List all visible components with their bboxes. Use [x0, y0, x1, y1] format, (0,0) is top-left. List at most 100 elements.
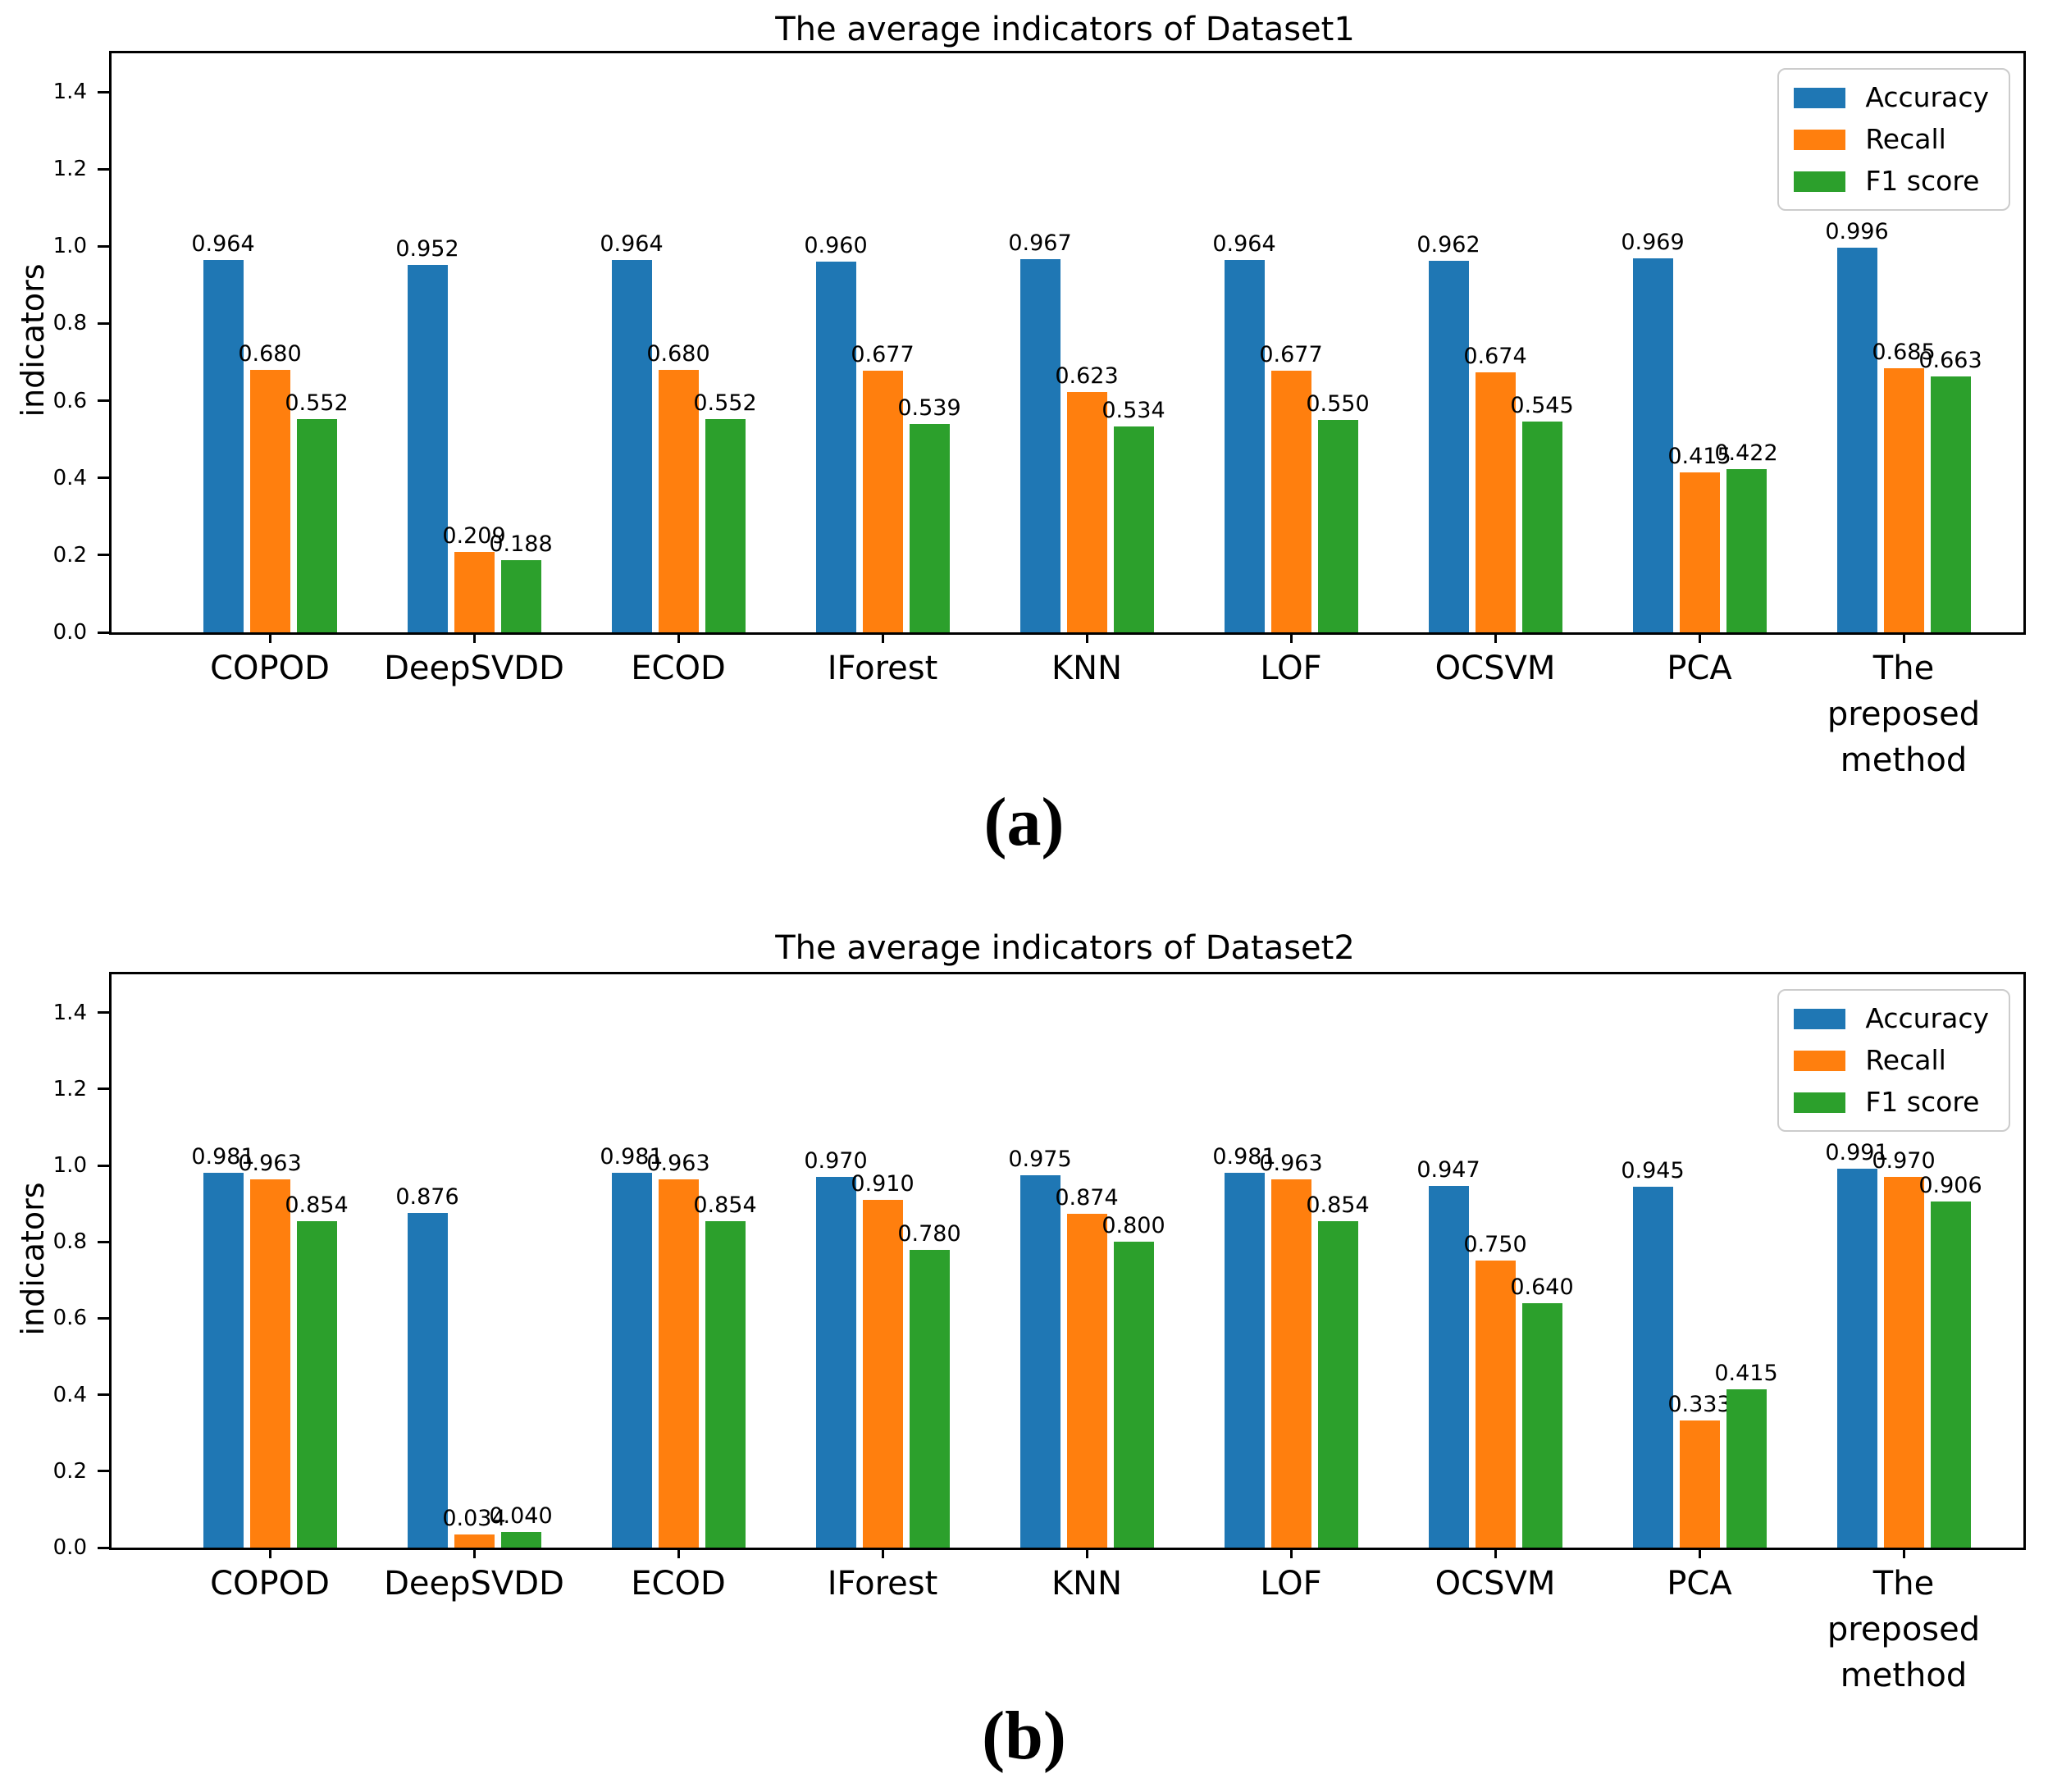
y-tick [98, 167, 109, 171]
bar-recall [1270, 1179, 1311, 1548]
bar-value-label: 0.552 [285, 390, 349, 416]
bar-value-label: 0.981 [191, 1144, 255, 1170]
bar-recall [249, 1179, 290, 1548]
bar-recall [454, 552, 495, 632]
bar-value-label: 0.552 [693, 390, 757, 416]
bar-accuracy [815, 262, 856, 632]
legend-swatch-f1-score [1794, 1092, 1846, 1113]
x-tick-label: IForest [827, 1565, 938, 1603]
chart-title: The average indicators of Dataset2 [775, 929, 1355, 967]
bar-value-label: 0.854 [1306, 1192, 1370, 1218]
x-tick-label: The preposed method [1827, 1565, 1981, 1694]
bar-value-label: 0.945 [1621, 1158, 1685, 1183]
bar-recall [1883, 1177, 1924, 1548]
bar-value-label: 0.964 [1212, 231, 1276, 257]
legend-item: Accuracy [1794, 83, 1989, 112]
y-tick [98, 244, 109, 248]
bar-value-label: 0.550 [1306, 391, 1370, 417]
bar-value-label: 0.952 [395, 236, 459, 262]
y-tick-label: 0.8 [52, 1229, 87, 1255]
legend-swatch-f1-score [1794, 171, 1846, 192]
y-tick [98, 399, 109, 403]
bar-value-label: 0.947 [1416, 1157, 1480, 1183]
bar-f1-score [296, 1221, 337, 1548]
y-tick-label: 0.8 [52, 311, 87, 336]
bar-accuracy [611, 260, 652, 632]
bar-recall [1066, 1214, 1107, 1548]
y-tick [98, 90, 109, 93]
bar-value-label: 0.969 [1621, 230, 1685, 255]
bar-value-label: 0.674 [1463, 344, 1527, 369]
x-tick [1289, 632, 1293, 643]
bar-value-label: 0.854 [285, 1192, 349, 1218]
x-tick-label: ECOD [631, 650, 726, 687]
x-tick-label: PCA [1667, 1565, 1732, 1603]
y-tick-label: 0.2 [52, 1458, 87, 1484]
bar-value-label: 0.685 [1872, 340, 1936, 365]
y-tick-label: 0.6 [52, 1306, 87, 1331]
bar-f1-score [1930, 1202, 1971, 1548]
bar-value-label: 0.422 [1714, 440, 1778, 466]
x-tick-label: KNN [1051, 650, 1123, 687]
y-tick-label: 0.0 [52, 1535, 87, 1560]
bar-value-label: 0.874 [1055, 1185, 1119, 1211]
x-tick-label: The preposed method [1827, 650, 1981, 779]
plot-area: 0.0 0.2 0.4 0.6 0.8 1.0 1.2 1.4 COPOD 0.964 0.680 0… [53, 51, 2026, 779]
legend-swatch-accuracy [1794, 1008, 1846, 1029]
legend-item: F1 score [1794, 166, 1989, 196]
bar-recall [1270, 371, 1311, 632]
bar-value-label: 0.780 [897, 1221, 961, 1247]
bar-value-label: 0.750 [1463, 1232, 1527, 1257]
y-tick [98, 1393, 109, 1397]
x-tick [881, 632, 884, 643]
bar-value-label: 0.415 [1667, 444, 1731, 469]
bar-f1-score [1317, 1221, 1358, 1548]
x-tick [1698, 1548, 1701, 1558]
bar-accuracy [1019, 259, 1060, 632]
legend-label: Accuracy [1865, 1002, 1989, 1034]
bar-f1-score [705, 419, 746, 632]
legend-label: Recall [1865, 123, 1946, 155]
bar-value-label: 0.970 [1872, 1148, 1936, 1174]
bar-value-label: 0.333 [1667, 1392, 1731, 1417]
bar-value-label: 0.680 [646, 341, 710, 367]
bar-f1-score [1317, 420, 1358, 632]
bar-recall [1679, 1420, 1720, 1548]
x-tick-label: PCA [1667, 650, 1732, 687]
bar-value-label: 0.677 [851, 342, 915, 367]
bar-recall [862, 371, 903, 632]
bar-value-label: 0.996 [1825, 219, 1889, 244]
x-tick-label: OCSVM [1435, 1565, 1556, 1603]
bar-f1-score [1521, 1303, 1562, 1548]
bar-accuracy [1224, 260, 1265, 632]
legend-label: F1 score [1865, 1086, 1980, 1118]
x-tick-label: IForest [827, 650, 938, 687]
y-tick [98, 554, 109, 557]
bar-recall [1066, 392, 1107, 632]
bar-value-label: 0.910 [851, 1171, 915, 1197]
bar-recall [862, 1200, 903, 1548]
y-tick-label: 0.4 [52, 1382, 87, 1407]
x-tick [881, 1548, 884, 1558]
x-tick-label: DeepSVDD [384, 650, 564, 687]
x-tick-label: LOF [1260, 1565, 1322, 1603]
bar-accuracy [1224, 1173, 1265, 1548]
bar-value-label: 0.876 [395, 1184, 459, 1210]
x-tick [268, 632, 271, 643]
bar-recall [658, 1179, 699, 1548]
bar-value-label: 0.034 [442, 1506, 506, 1531]
bar-accuracy [1632, 1187, 1673, 1548]
bar-f1-score [1930, 376, 1971, 632]
bar-value-label: 0.906 [1918, 1173, 1982, 1198]
bar-accuracy [203, 260, 244, 632]
y-tick-label: 0.2 [52, 542, 87, 568]
x-tick [1085, 632, 1088, 643]
y-tick [98, 1088, 109, 1091]
bar-accuracy [407, 1213, 448, 1548]
x-tick [1494, 1548, 1497, 1558]
bar-recall [249, 370, 290, 632]
bar-value-label: 0.964 [191, 231, 255, 257]
y-tick [98, 631, 109, 634]
subfigure-label-b: (b) [982, 1698, 1066, 1774]
bar-accuracy [1019, 1175, 1060, 1548]
